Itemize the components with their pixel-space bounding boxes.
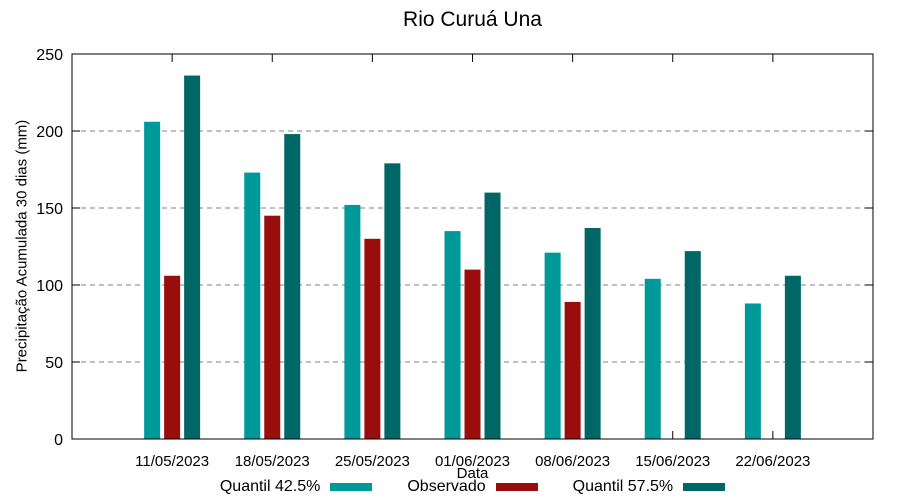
bar — [164, 275, 181, 439]
bar — [264, 215, 281, 439]
plot-border — [71, 53, 874, 440]
bar — [584, 228, 601, 439]
x-tick-label: 15/06/2023 — [635, 453, 710, 470]
bar — [184, 75, 201, 439]
bar — [344, 204, 361, 439]
bar — [564, 301, 581, 439]
x-tick-label: 25/05/2023 — [335, 453, 410, 470]
bar — [784, 275, 801, 439]
x-tick-label: 18/05/2023 — [235, 453, 310, 470]
bar — [544, 252, 561, 439]
legend-item: Quantil 57.5% — [573, 479, 726, 495]
y-tick-label: 150 — [36, 201, 63, 218]
legend-label: Observado — [407, 478, 486, 495]
bar — [444, 231, 461, 439]
bar — [244, 172, 261, 439]
legend-swatch — [330, 483, 373, 491]
bar — [384, 163, 401, 439]
x-tick-label: 08/06/2023 — [535, 453, 610, 470]
y-tick-label: 250 — [36, 47, 63, 64]
bar — [744, 303, 761, 439]
legend-label: Quantil 57.5% — [572, 478, 674, 495]
legend-swatch — [495, 483, 538, 491]
legend-swatch — [683, 483, 726, 491]
x-axis-label: Data — [456, 465, 489, 482]
bar — [364, 238, 381, 439]
bar — [644, 278, 661, 439]
x-tick-label: 01/06/2023 — [435, 453, 510, 470]
legend-label: Quantil 42.5% — [219, 478, 321, 495]
bar — [684, 251, 701, 439]
legend: Quantil 42.5% Observado Quantil 57.5% — [72, 478, 873, 496]
bar — [484, 192, 501, 439]
x-tick-label: 22/06/2023 — [735, 453, 810, 470]
y-tick-label: 0 — [54, 432, 63, 449]
bar — [284, 134, 301, 439]
x-tick-label: 11/05/2023 — [135, 453, 209, 470]
legend-item: Quantil 42.5% — [220, 479, 373, 495]
bar — [144, 121, 161, 439]
y-tick-label: 100 — [36, 278, 63, 295]
bar — [464, 269, 481, 439]
y-tick-label: 50 — [45, 355, 63, 372]
chart-title: Rio Curuá Una — [403, 8, 542, 31]
y-tick-label: 200 — [36, 124, 63, 141]
legend-item: Observado — [407, 478, 538, 495]
